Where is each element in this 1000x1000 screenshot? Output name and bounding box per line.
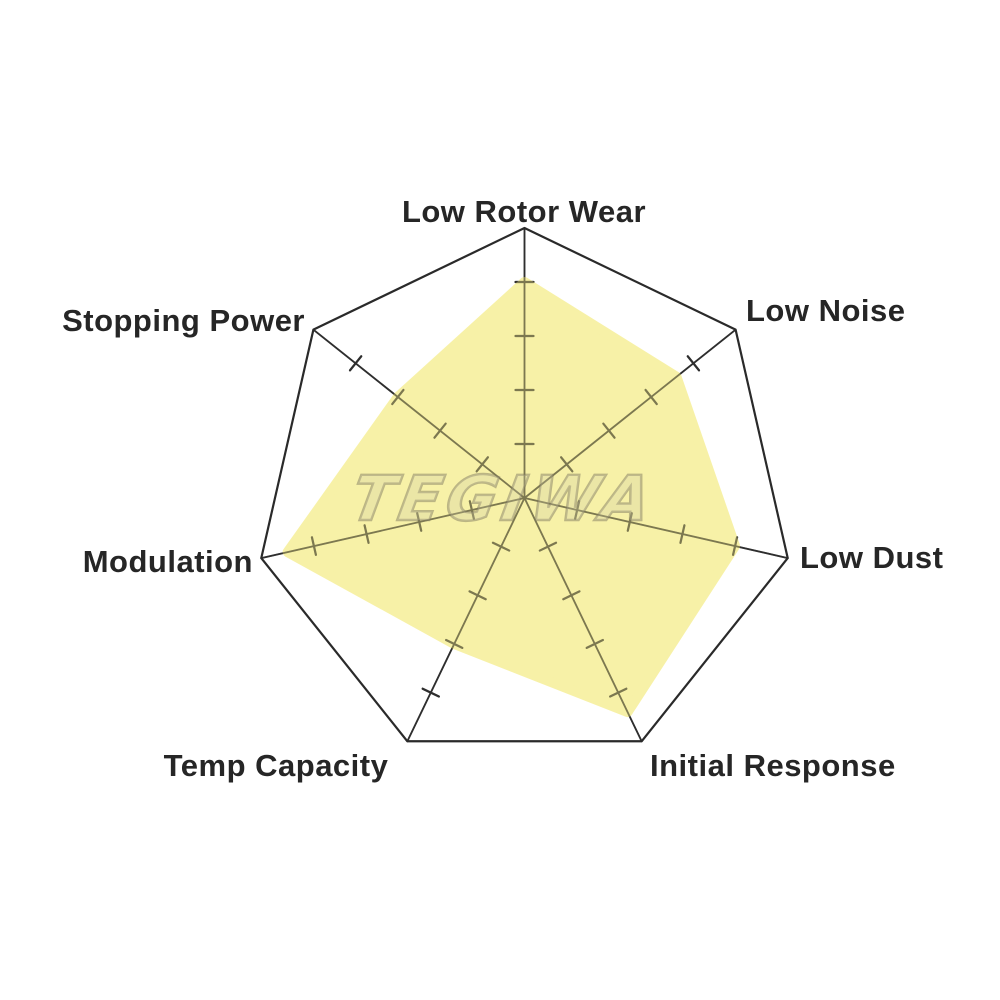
data-polygon	[282, 277, 741, 718]
axis-label-low-dust: Low Dust	[800, 540, 944, 575]
axis-label-low-rotor-wear: Low Rotor Wear	[402, 194, 646, 229]
axis-label-modulation: Modulation	[83, 544, 253, 579]
axis-label-low-noise: Low Noise	[746, 293, 906, 328]
outer-ring	[260, 226, 789, 743]
axis-label-stopping-power: Stopping Power	[62, 303, 305, 338]
data-polygon-group	[282, 277, 741, 718]
axis-label-initial-response: Initial Response	[650, 748, 896, 783]
tegiwa-watermark-logo: TEGIWA	[346, 462, 661, 534]
axis-label-temp-capacity: Temp Capacity	[164, 748, 389, 783]
